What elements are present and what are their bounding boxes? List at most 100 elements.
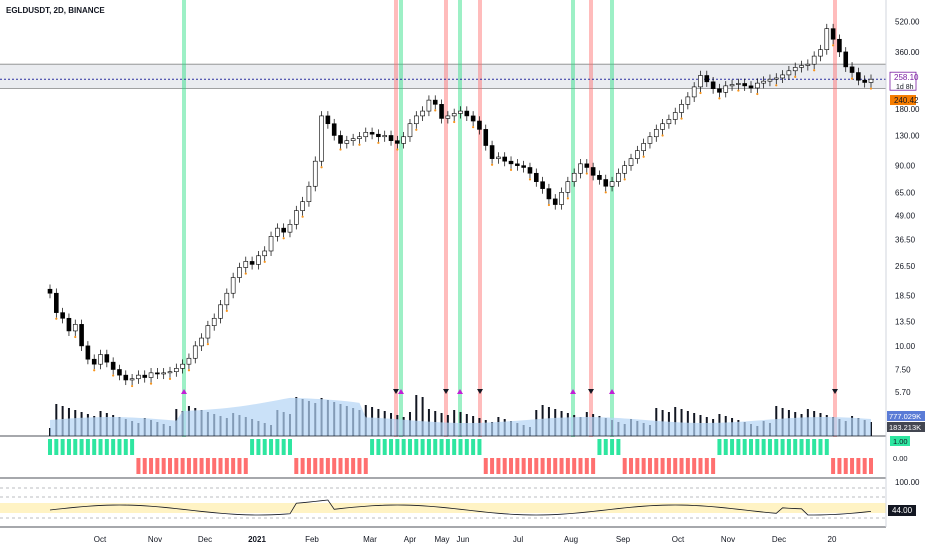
candle-body bbox=[843, 51, 849, 68]
signal-band-sell bbox=[394, 0, 398, 437]
hist-bar-red bbox=[509, 458, 514, 474]
y-tick-label: 130.00 bbox=[895, 131, 920, 140]
candle-body bbox=[603, 179, 609, 187]
hist-bar-green bbox=[723, 439, 728, 455]
hist-bar-red bbox=[306, 458, 311, 474]
hist-label-box bbox=[890, 436, 910, 446]
candle-body bbox=[243, 261, 249, 268]
candle-body bbox=[628, 158, 634, 166]
signal-band-buy bbox=[182, 0, 186, 437]
hist-bar-red bbox=[357, 458, 362, 474]
signal-band-buy bbox=[571, 0, 575, 437]
symbol-title: EGLDUSDT, 2D, BINANCE bbox=[6, 6, 105, 15]
hist-bar-red bbox=[692, 458, 697, 474]
candle-body bbox=[376, 133, 381, 138]
candle-body bbox=[792, 67, 798, 72]
hist-bar-red bbox=[161, 458, 166, 474]
hist-bar-red bbox=[332, 458, 337, 474]
candle-body bbox=[477, 120, 482, 130]
hist-bar-green bbox=[761, 439, 766, 455]
hist-bar-red bbox=[205, 458, 210, 474]
resistance-zone bbox=[0, 64, 886, 89]
candle-body bbox=[527, 167, 533, 174]
candle-body bbox=[622, 165, 628, 174]
candle-low-dot bbox=[490, 163, 494, 166]
candle-body bbox=[578, 163, 583, 174]
candle-body bbox=[224, 292, 230, 306]
hist-bar-green bbox=[824, 439, 829, 455]
hist-bar-red bbox=[622, 458, 627, 474]
candle-body bbox=[306, 185, 312, 202]
candle-low-dot bbox=[112, 374, 115, 377]
hist-bar-red bbox=[218, 458, 223, 474]
candle-body bbox=[710, 81, 716, 89]
candle-body bbox=[856, 72, 861, 81]
candle-body bbox=[407, 123, 413, 138]
candle-body bbox=[420, 110, 425, 117]
candle-body bbox=[262, 250, 268, 257]
hist-bar-red bbox=[521, 458, 526, 474]
hist-bar-red bbox=[572, 458, 577, 474]
candle-low-dot bbox=[642, 155, 645, 158]
candle-low-dot bbox=[187, 369, 191, 372]
buy-marker bbox=[609, 389, 615, 394]
candle-body bbox=[653, 129, 659, 138]
candle-body bbox=[672, 112, 678, 120]
candle-body bbox=[489, 145, 495, 159]
candle-body bbox=[357, 136, 362, 139]
hist-bar-green bbox=[426, 439, 431, 455]
candle-body bbox=[767, 78, 773, 82]
hist-bar-green bbox=[79, 439, 84, 455]
hist-bar-red bbox=[351, 458, 356, 474]
y-tick-label: 18.50 bbox=[895, 291, 916, 300]
candle-low-dot bbox=[225, 309, 228, 312]
hist-bar-green bbox=[464, 439, 469, 455]
hist-bar-green bbox=[452, 439, 457, 455]
rsi-label-box bbox=[888, 505, 916, 516]
hist-bar-red bbox=[363, 458, 368, 474]
hist-bar-red bbox=[584, 458, 589, 474]
hist-bar-red bbox=[673, 458, 678, 474]
x-tick-label: May bbox=[434, 535, 449, 544]
candle-low-dot bbox=[547, 203, 551, 207]
candle-body bbox=[811, 55, 817, 65]
candle-body bbox=[742, 83, 747, 87]
candle-body bbox=[502, 156, 508, 162]
hist-bar-green bbox=[774, 439, 779, 455]
hist-bar-red bbox=[831, 458, 836, 474]
hist-bar-green bbox=[471, 439, 476, 455]
buy-marker bbox=[181, 389, 187, 394]
candle-low-dot bbox=[168, 377, 172, 381]
hist-bar-green bbox=[111, 439, 116, 455]
hist-bar-green bbox=[793, 439, 798, 455]
hist-bar-red bbox=[325, 458, 330, 474]
hist-bar-red bbox=[629, 458, 634, 474]
candle-low-dot bbox=[149, 382, 153, 385]
candle-low-dot bbox=[756, 92, 759, 96]
candle-body bbox=[780, 74, 785, 79]
hist-bar-red bbox=[559, 458, 564, 474]
buy-marker bbox=[457, 389, 463, 394]
candle-body bbox=[161, 372, 166, 375]
hist-bar-green bbox=[85, 439, 90, 455]
hist-bar-red bbox=[647, 458, 652, 474]
hist-bar-red bbox=[534, 458, 539, 474]
hist-bar-green bbox=[256, 439, 261, 455]
candle-body bbox=[300, 201, 305, 211]
x-tick-label: Dec bbox=[198, 535, 212, 544]
sell-marker bbox=[393, 389, 399, 394]
hist-bar-red bbox=[167, 458, 172, 474]
candle-body bbox=[281, 227, 286, 233]
candle-body bbox=[748, 85, 754, 89]
candle-body bbox=[123, 374, 129, 381]
x-tick-label: 20 bbox=[828, 535, 837, 544]
signal-band-buy bbox=[610, 0, 614, 437]
hist-bar-green bbox=[610, 439, 615, 455]
candle-body bbox=[679, 104, 684, 113]
hist-bar-green bbox=[767, 439, 772, 455]
candle-body bbox=[401, 136, 406, 144]
candle-body bbox=[799, 65, 804, 68]
candle-body bbox=[609, 181, 615, 187]
hist-bar-green bbox=[445, 439, 450, 455]
